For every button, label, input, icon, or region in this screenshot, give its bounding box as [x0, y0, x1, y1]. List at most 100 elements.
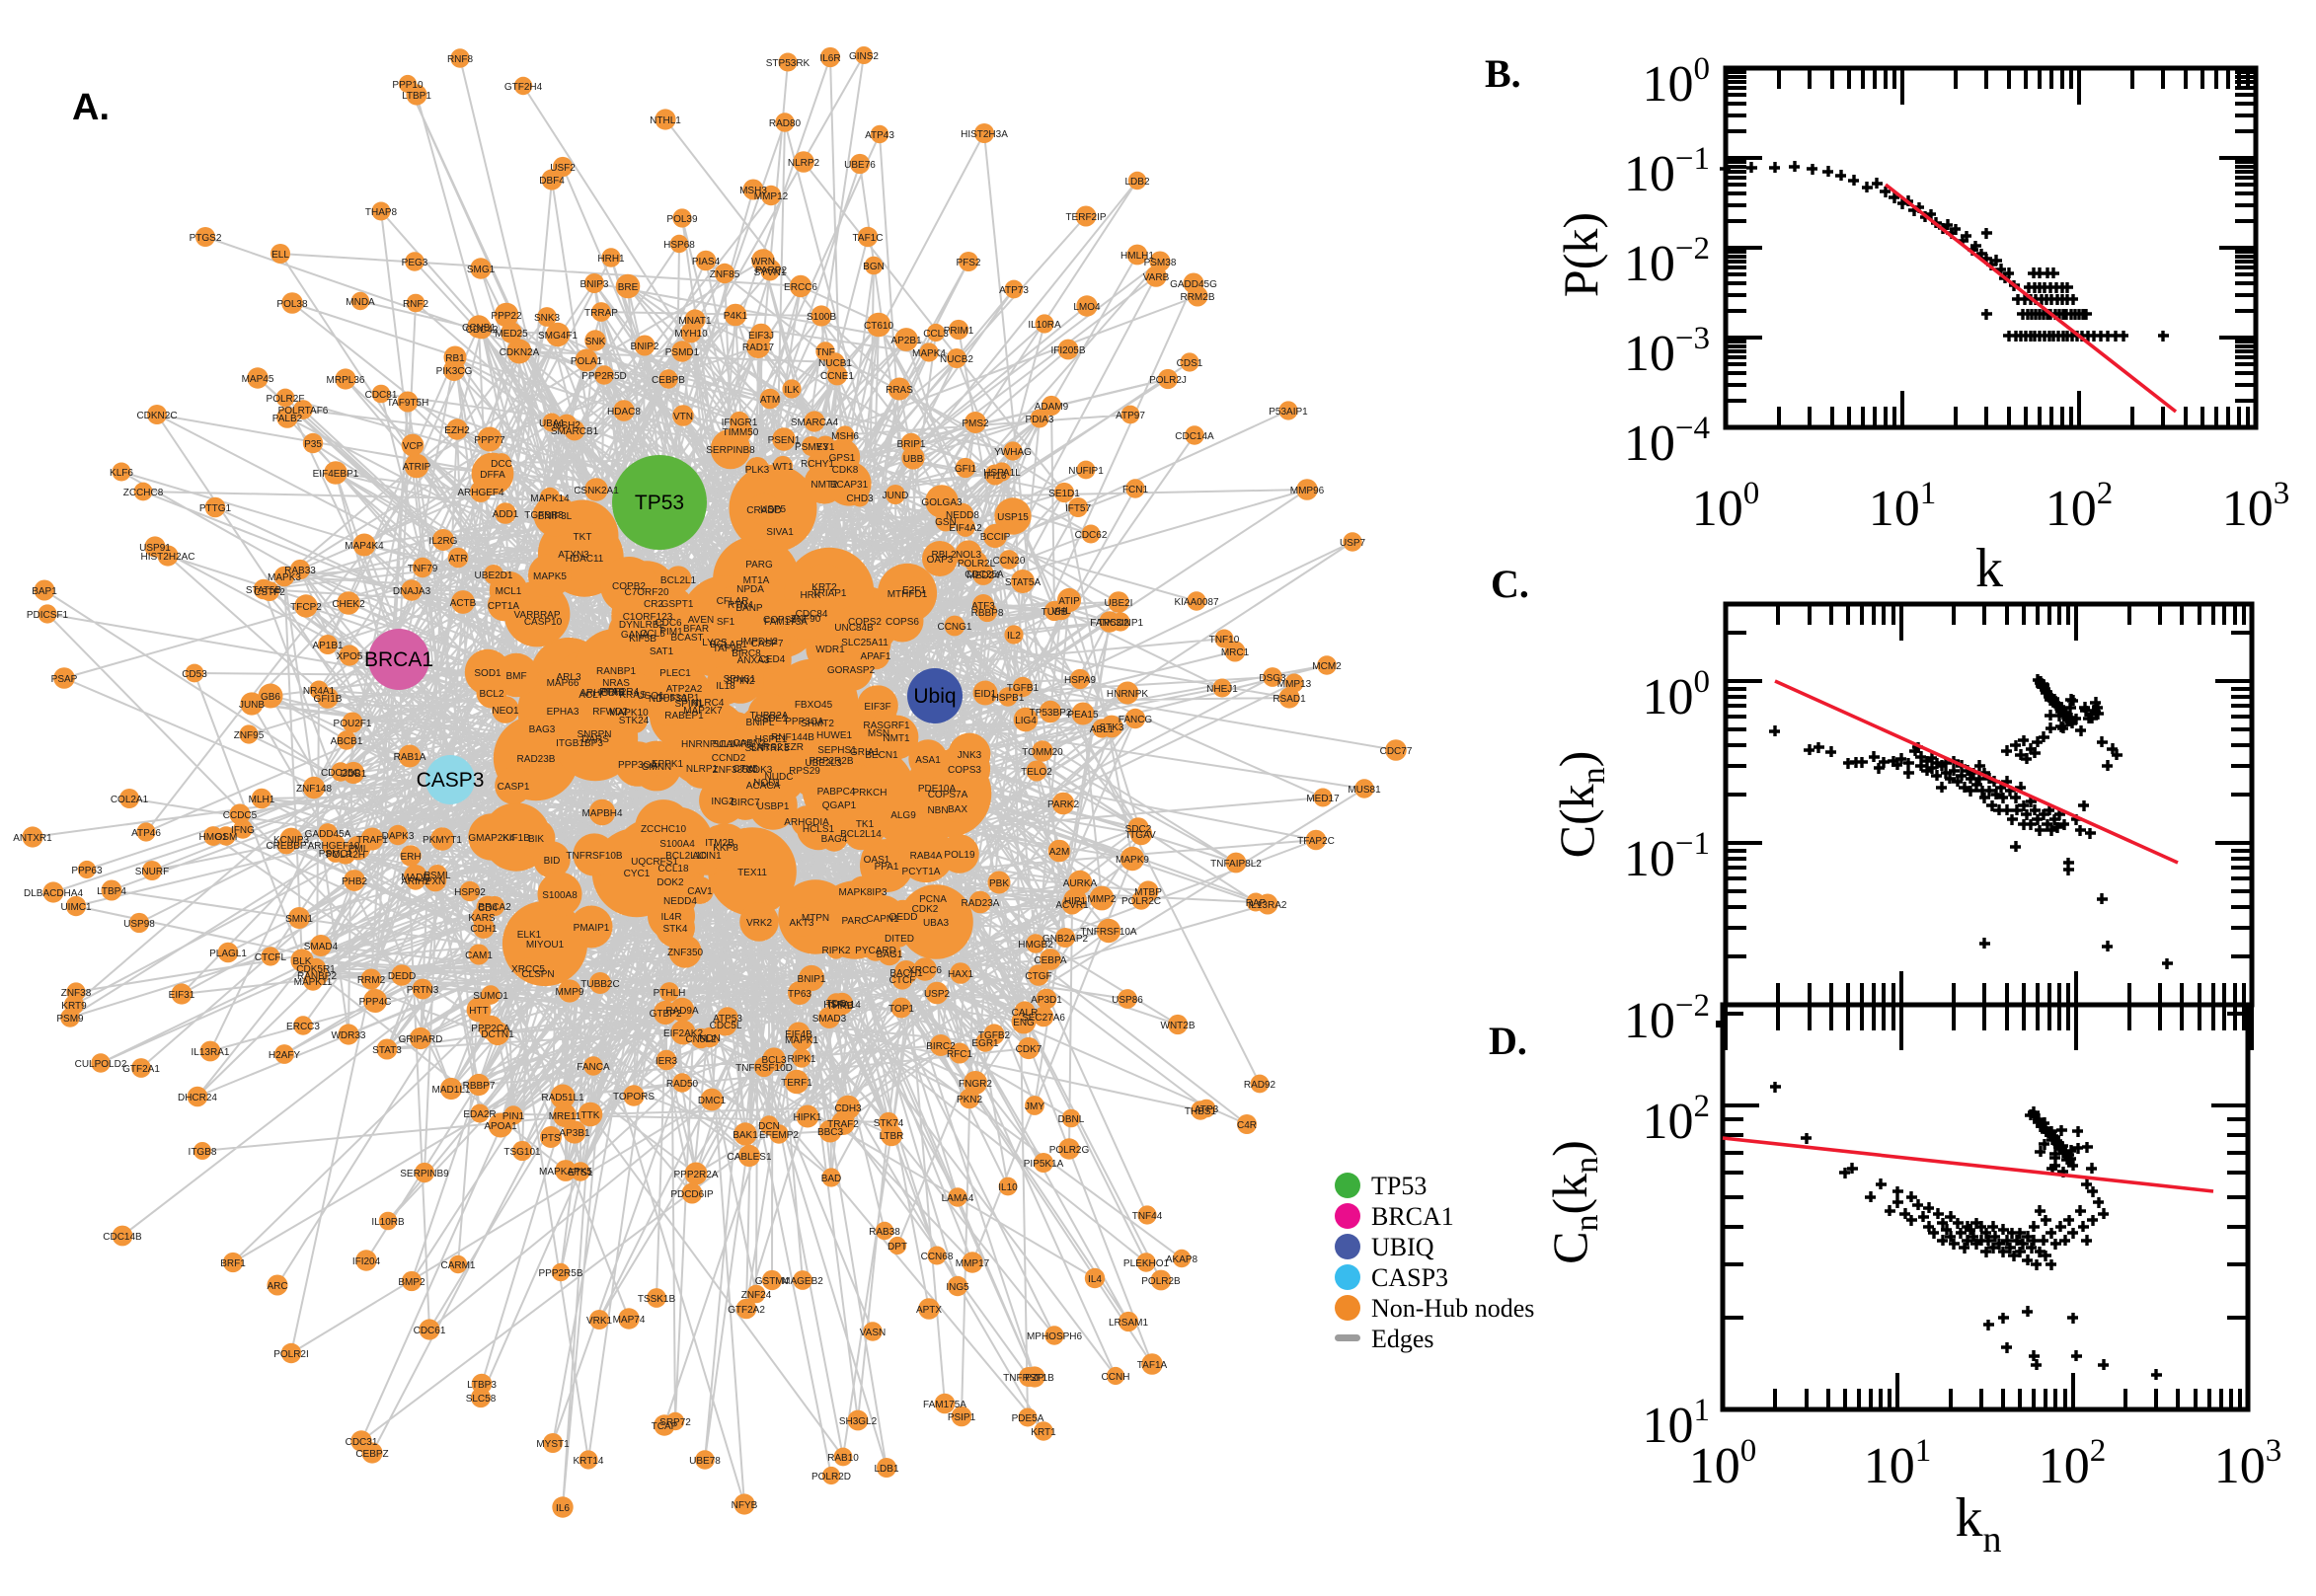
svg-text:TERF2IP: TERF2IP [1065, 212, 1106, 223]
svg-text:DMC1: DMC1 [698, 1096, 727, 1106]
svg-text:BIRC7: BIRC7 [731, 798, 760, 808]
svg-text:IER3: IER3 [656, 1056, 678, 1067]
svg-text:POLA1: POLA1 [571, 356, 603, 367]
svg-text:FAM173A: FAM173A [764, 617, 808, 628]
svg-text:GB6: GB6 [261, 692, 280, 703]
svg-text:ZNF85: ZNF85 [710, 269, 740, 280]
svg-text:PPP2R2B: PPP2R2B [809, 756, 853, 767]
svg-text:YY1: YY1 [816, 442, 835, 453]
svg-text:GSTM4: GSTM4 [755, 1276, 790, 1287]
svg-text:TAF1C: TAF1C [853, 233, 884, 244]
svg-text:FAM175A: FAM175A [923, 1400, 966, 1410]
svg-text:SMN1: SMN1 [285, 914, 313, 925]
svg-text:ERH: ERH [400, 852, 421, 863]
svg-text:JMY: JMY [1025, 1102, 1044, 1112]
svg-text:EIF3F: EIF3F [864, 702, 890, 713]
svg-text:IL10RA: IL10RA [1028, 320, 1061, 331]
svg-text:ARHGDIA: ARHGDIA [784, 817, 829, 828]
svg-text:EIF2AK2: EIF2AK2 [663, 1028, 703, 1039]
svg-text:ERCC6: ERCC6 [784, 282, 817, 293]
svg-text:PZP: PZP [1025, 1373, 1044, 1384]
svg-text:LAMA4: LAMA4 [942, 1193, 974, 1204]
svg-text:LTBP1: LTBP1 [402, 91, 431, 102]
svg-text:MRC1: MRC1 [1221, 647, 1250, 658]
svg-text:HIST2H2AC: HIST2H2AC [140, 552, 194, 563]
svg-text:ATP46: ATP46 [131, 828, 161, 839]
svg-text:CDC6: CDC6 [655, 618, 682, 629]
svg-text:MSN: MSN [868, 728, 889, 739]
svg-text:POLR2G: POLR2G [1049, 1145, 1090, 1156]
svg-text:SPIN2: SPIN2 [727, 676, 755, 687]
svg-text:RAD17: RAD17 [742, 342, 775, 353]
svg-text:DBF4: DBF4 [539, 176, 565, 187]
svg-text:IFI205B: IFI205B [1050, 345, 1085, 356]
svg-text:GSPT1: GSPT1 [661, 599, 694, 610]
svg-text:MRPL36: MRPL36 [327, 375, 365, 386]
svg-text:PPP10: PPP10 [392, 80, 424, 91]
svg-text:PSME3: PSME3 [795, 442, 828, 453]
svg-text:PCNA: PCNA [919, 894, 947, 905]
svg-text:MYH10: MYH10 [674, 329, 708, 340]
svg-text:TGFB1: TGFB1 [1007, 683, 1040, 694]
svg-text:BIK: BIK [528, 834, 544, 845]
svg-text:TAF1A: TAF1A [1137, 1360, 1168, 1371]
svg-text:MTBP: MTBP [1134, 887, 1162, 898]
svg-text:CSDE1: CSDE1 [754, 714, 788, 724]
svg-text:CDC25A: CDC25A [965, 570, 1004, 580]
svg-text:PPP2R5B: PPP2R5B [538, 1268, 582, 1279]
svg-text:HMLH1: HMLH1 [1120, 251, 1154, 262]
svg-text:STK74: STK74 [874, 1118, 904, 1129]
svg-text:SYVN1: SYVN1 [754, 267, 787, 278]
svg-text:JUND: JUND [883, 491, 909, 501]
svg-text:VCP: VCP [403, 441, 424, 452]
svg-text:CTGF: CTGF [1025, 971, 1051, 982]
svg-text:ELL: ELL [271, 250, 289, 261]
svg-text:SPIN1: SPIN1 [675, 699, 704, 710]
svg-text:TUBB2C: TUBB2C [580, 979, 619, 990]
svg-text:BMF: BMF [505, 671, 526, 682]
svg-text:Edges: Edges [1371, 1325, 1434, 1353]
svg-text:PARG: PARG [745, 560, 773, 570]
svg-text:PDCD6IP: PDCD6IP [670, 1189, 714, 1200]
svg-text:CDKN2C: CDKN2C [136, 411, 177, 421]
svg-text:PIAS4: PIAS4 [692, 257, 721, 267]
svg-text:NEDD4: NEDD4 [663, 896, 697, 907]
svg-text:TFCP2: TFCP2 [290, 602, 322, 613]
svg-text:CCL18: CCL18 [657, 864, 689, 874]
svg-text:SLC25A11: SLC25A11 [841, 638, 888, 648]
svg-text:SH3GL2: SH3GL2 [839, 1416, 878, 1427]
svg-text:VRK2: VRK2 [746, 918, 773, 929]
svg-text:HDAC11: HDAC11 [566, 554, 604, 565]
svg-text:GFI1: GFI1 [955, 464, 977, 475]
svg-text:RAB38: RAB38 [869, 1227, 900, 1238]
svg-text:RAD9A: RAD9A [665, 1006, 699, 1017]
svg-text:PTS: PTS [541, 1133, 561, 1144]
svg-text:CABLES1: CABLES1 [727, 1152, 771, 1163]
svg-text:RAD80: RAD80 [769, 118, 802, 129]
svg-text:RBBP8: RBBP8 [971, 608, 1004, 619]
svg-text:ZNF38: ZNF38 [61, 988, 92, 999]
svg-text:PIK3CG: PIK3CG [436, 366, 473, 377]
svg-text:CDKN2A: CDKN2A [500, 347, 540, 358]
svg-text:MSH6: MSH6 [831, 431, 859, 442]
svg-text:HSPA1L: HSPA1L [983, 468, 1021, 479]
svg-text:SMARCB1: SMARCB1 [551, 426, 599, 437]
svg-text:CHEK2: CHEK2 [332, 599, 365, 610]
svg-text:CTCFL: CTCFL [255, 952, 287, 963]
svg-text:EGR1: EGR1 [971, 1038, 999, 1049]
svg-text:PABPC4: PABPC4 [817, 787, 856, 798]
svg-text:UIMC1: UIMC1 [60, 902, 92, 913]
svg-text:BAD: BAD [821, 1174, 842, 1184]
svg-text:TRIAP1: TRIAP1 [811, 588, 846, 599]
svg-text:MAPK3: MAPK3 [268, 572, 301, 583]
svg-text:RAD50: RAD50 [666, 1079, 699, 1090]
svg-text:DAPK3: DAPK3 [382, 831, 415, 842]
svg-text:EIF4EBP1: EIF4EBP1 [313, 469, 359, 480]
svg-text:SNK3: SNK3 [534, 313, 561, 324]
svg-text:LTBP3: LTBP3 [467, 1380, 497, 1391]
svg-text:PBK: PBK [989, 878, 1009, 889]
svg-text:CD4: CD4 [478, 903, 498, 914]
svg-text:CD53: CD53 [182, 669, 207, 680]
svg-text:RIPK1: RIPK1 [788, 1054, 816, 1065]
svg-text:NOL3: NOL3 [956, 550, 982, 561]
